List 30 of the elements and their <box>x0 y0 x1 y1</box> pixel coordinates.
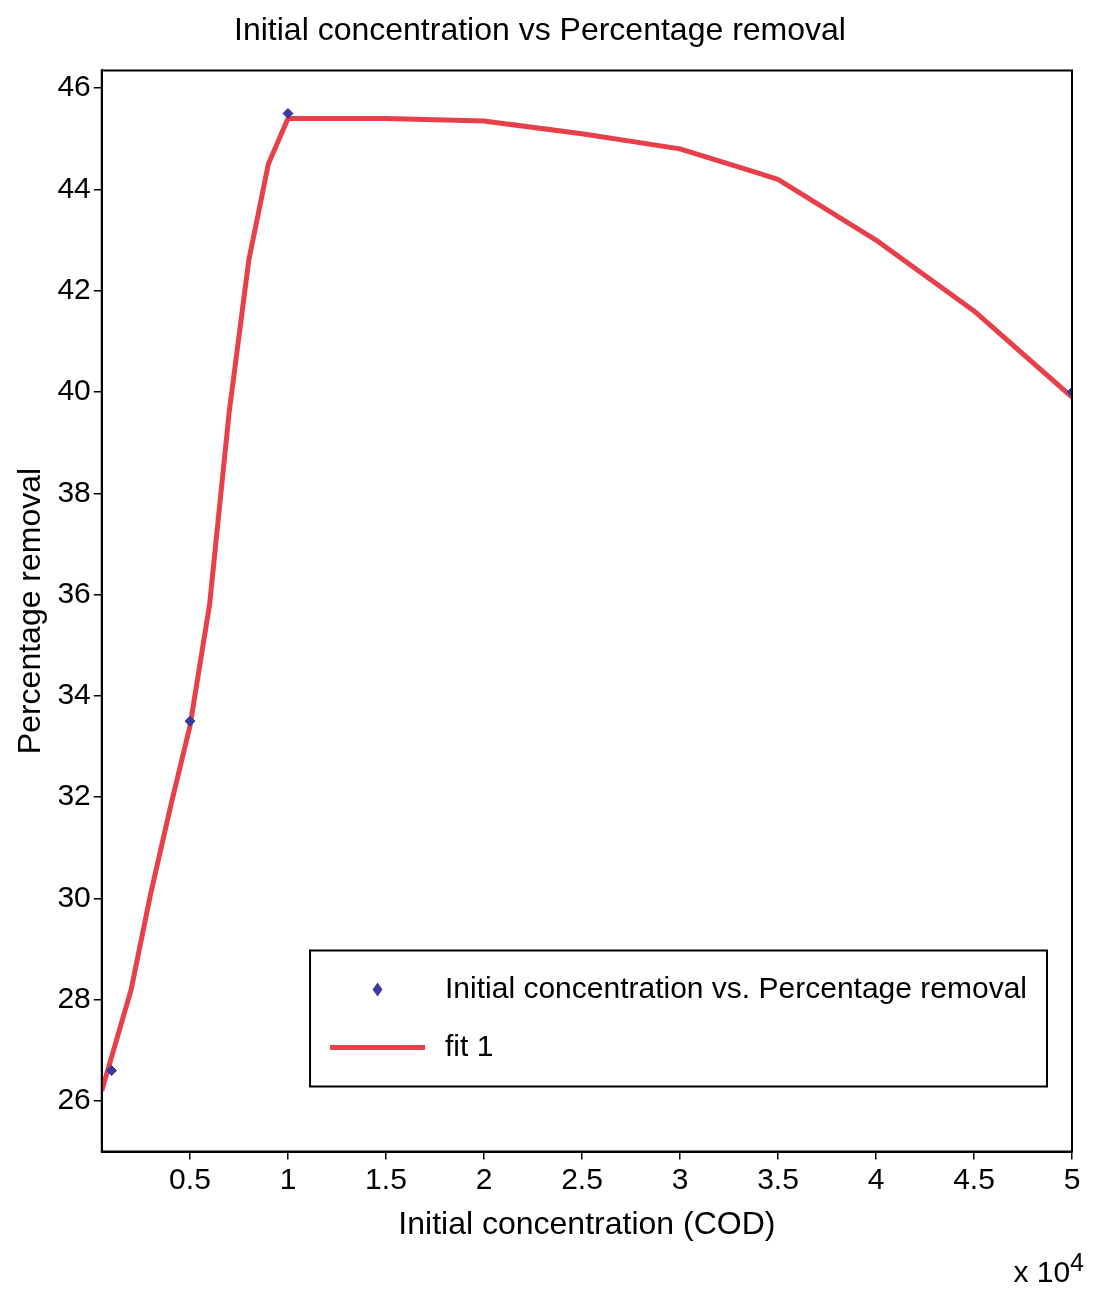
y-tick-label: 40 <box>57 373 91 407</box>
point <box>106 1065 118 1077</box>
x-tick-label: 2.5 <box>561 1161 603 1195</box>
point <box>184 715 196 727</box>
y-tick-label: 30 <box>57 879 91 913</box>
chart-title: Initial concentration vs Percentage removal <box>234 11 846 48</box>
y-tick-label: 44 <box>57 170 91 204</box>
text: x 10$^{4}$ <box>1012 1248 1085 1289</box>
y-tick-label: 46 <box>57 69 91 103</box>
y-tick-label: 32 <box>57 778 91 812</box>
x-tick-label: 4 <box>867 1161 885 1195</box>
legend-label: Initial concentration vs. Percentage removal <box>445 970 1027 1004</box>
y-tick-label: 36 <box>57 575 91 609</box>
x-tick-label: 2 <box>475 1161 493 1195</box>
x-tick-label: 3 <box>671 1161 689 1195</box>
y-tick-label: 26 <box>57 1082 91 1116</box>
x-tick-label: 5 <box>1063 1161 1081 1195</box>
x-axis-title: Initial concentration (COD) <box>398 1204 776 1241</box>
x-tick-label: 1 <box>279 1161 297 1195</box>
y-tick-label: 34 <box>57 677 91 711</box>
legend-label: fit 1 <box>445 1028 494 1062</box>
x-tick-label: 0.5 <box>169 1161 211 1195</box>
x-tick-label: 3.5 <box>757 1161 799 1195</box>
x-tick-label: 4.5 <box>953 1161 995 1195</box>
y-axis-title: Percentage removal <box>11 467 48 755</box>
point <box>282 107 294 119</box>
y-tick-label: 42 <box>57 271 91 305</box>
y-tick-label: 38 <box>57 474 91 508</box>
x-tick-label: 1.5 <box>365 1161 407 1195</box>
y-tick-label: 28 <box>57 980 91 1014</box>
